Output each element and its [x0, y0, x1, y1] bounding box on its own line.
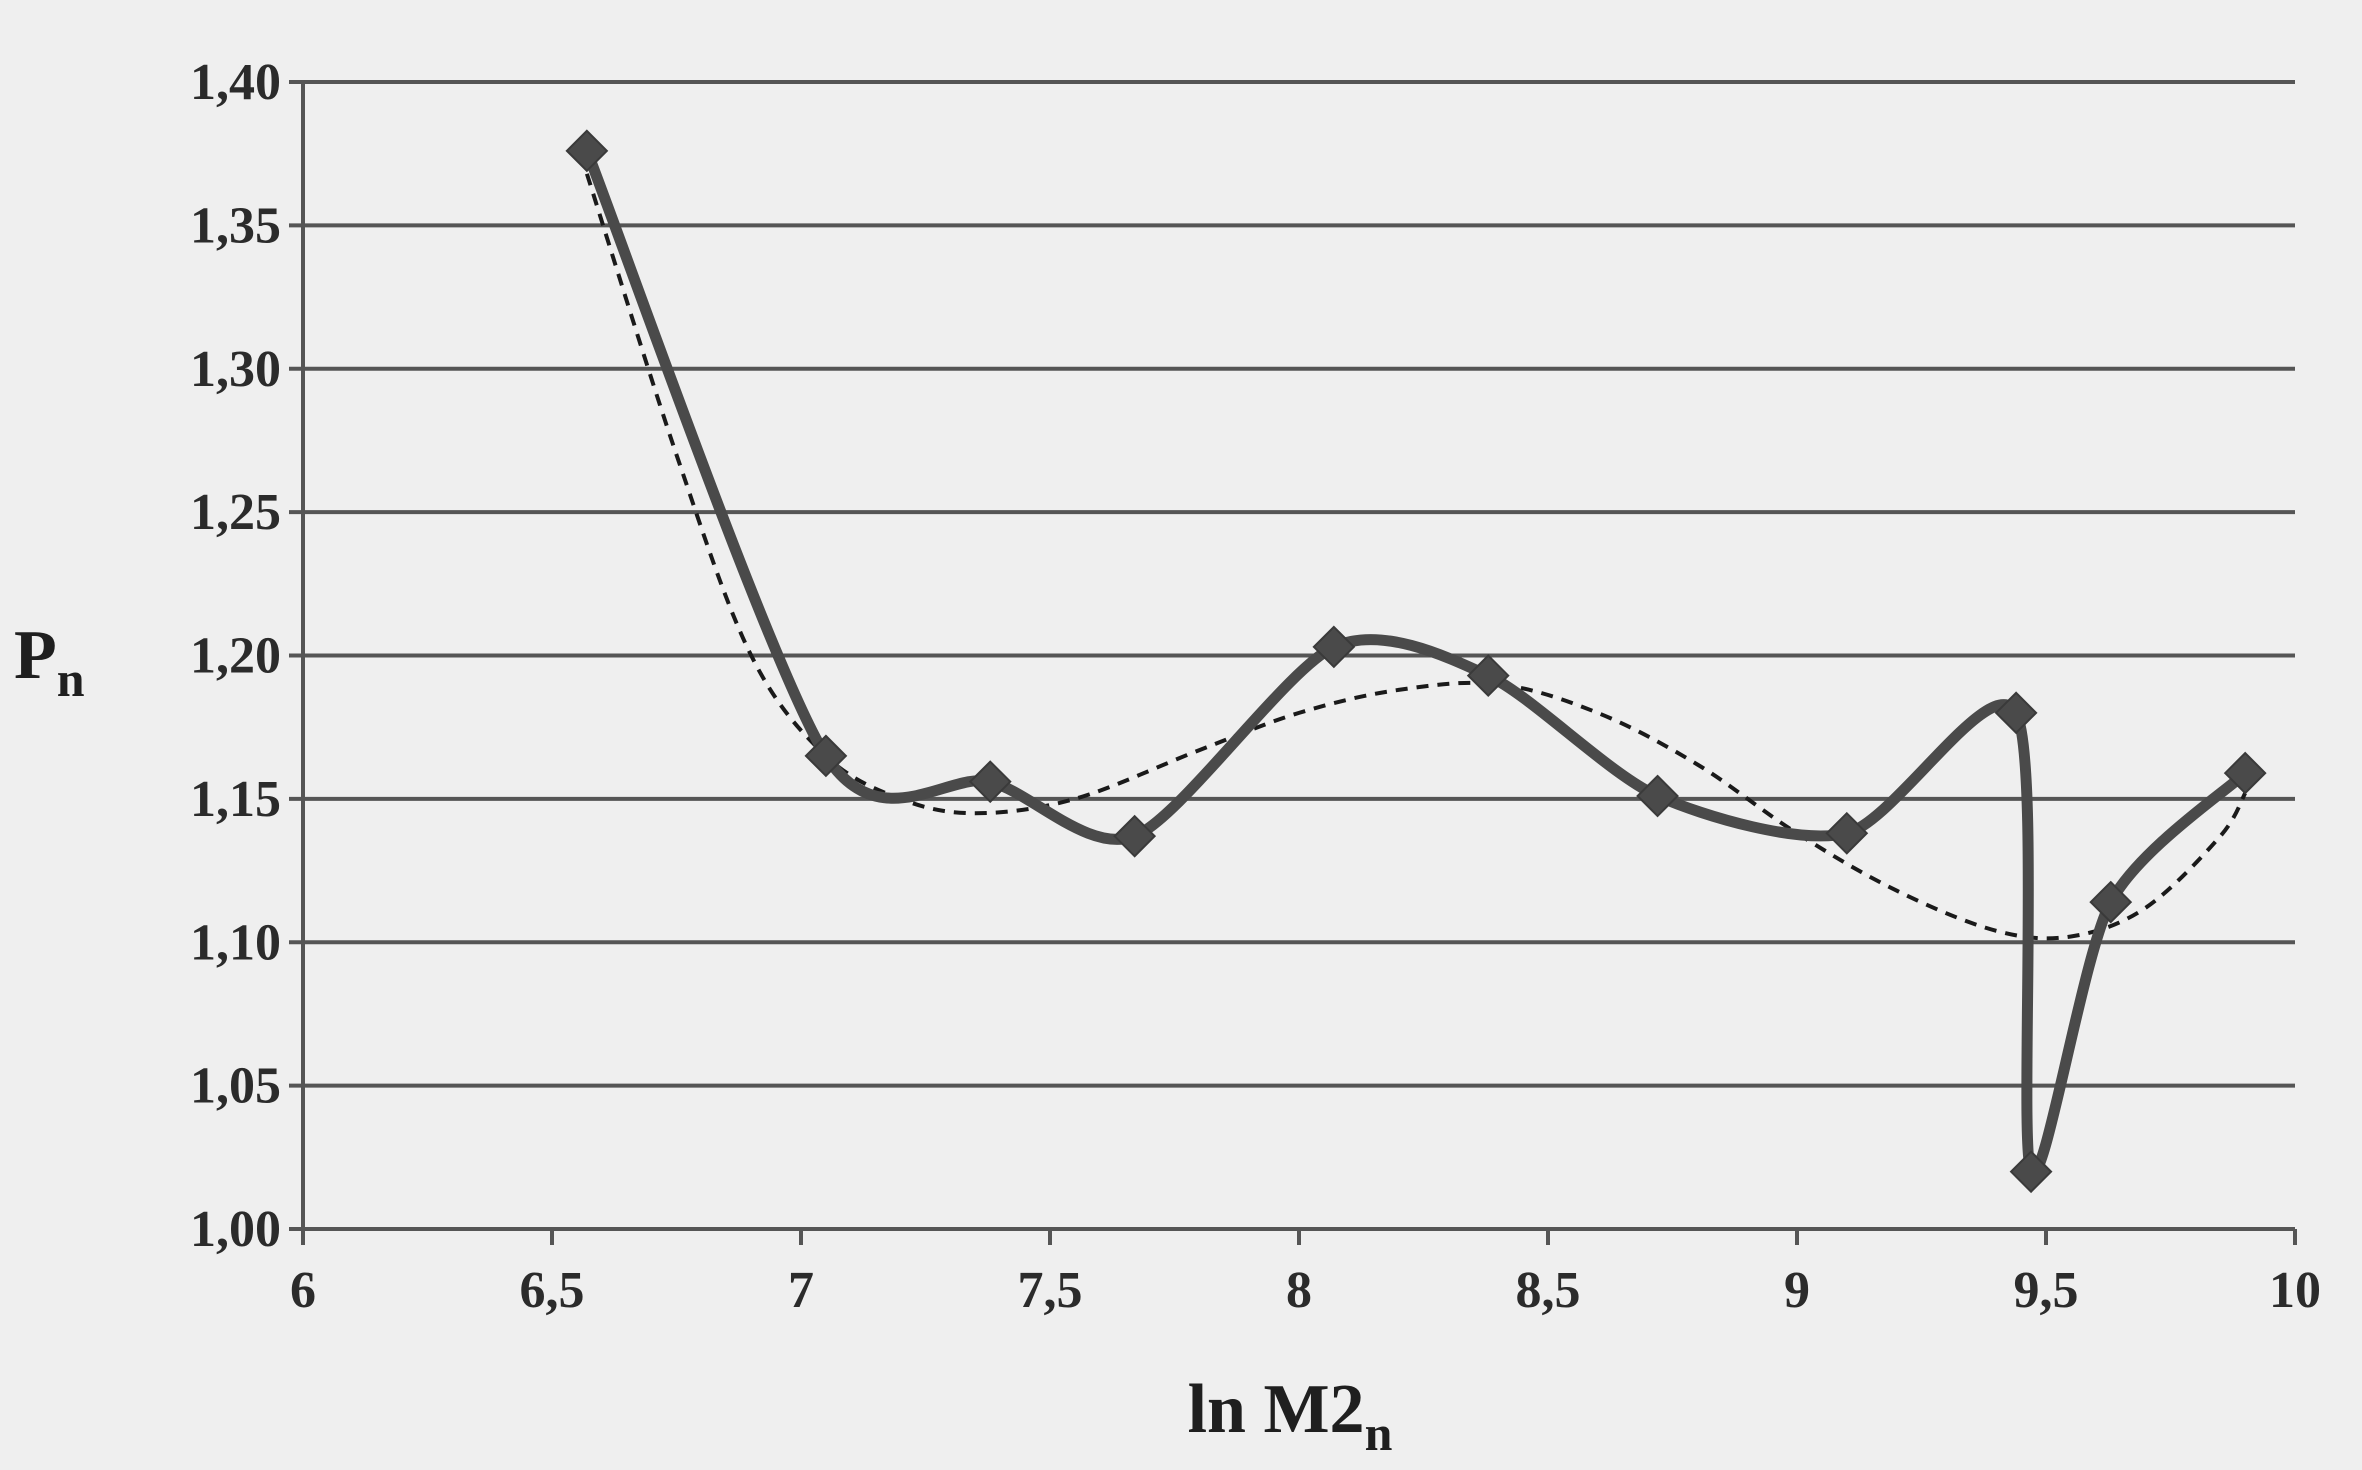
x-axis-title: ln M2n	[1188, 1371, 1393, 1461]
data-point-10	[2089, 880, 2133, 924]
data-point-8	[1994, 691, 2038, 735]
data-point-4	[1312, 625, 1356, 669]
y-tick-label: 1,10	[190, 914, 281, 971]
y-axis-title-sub: n	[57, 651, 85, 707]
data-point-2	[968, 760, 1012, 804]
x-tick-label: 7	[788, 1262, 814, 1319]
x-tick-label: 6	[290, 1262, 316, 1319]
x-tick-label: 9	[1784, 1262, 1810, 1319]
trend-line	[584, 173, 2247, 941]
axes	[289, 80, 2297, 1245]
x-tick-label: 6,5	[520, 1262, 585, 1319]
data-point-0	[565, 129, 609, 173]
x-tick-labels: 6 6,5 7 7,5 8 8,5 9 9,5 10	[290, 1262, 2321, 1319]
y-tick-label: 1,25	[190, 484, 281, 541]
data-point-1	[804, 734, 848, 778]
y-axis-title-main: P	[14, 617, 57, 694]
x-tick-label: 9,5	[2014, 1262, 2079, 1319]
data-point-6	[1636, 774, 1679, 818]
y-axis-title: Pn	[14, 617, 85, 707]
y-tick-label: 1,15	[190, 771, 281, 828]
series	[565, 129, 2267, 1194]
data-point-7	[1825, 811, 1869, 855]
data-line	[581, 145, 2251, 1179]
y-tick-label: 1,30	[190, 341, 281, 398]
grid-lines	[303, 80, 2295, 1088]
x-axis-title-main: ln M2	[1188, 1371, 1365, 1448]
x-axis-title-sub: n	[1365, 1405, 1393, 1461]
y-tick-label: 1,05	[190, 1058, 281, 1115]
x-tick-label: 8,5	[1516, 1262, 1581, 1319]
y-tick-labels: 1,00 1,05 1,10 1,15 1,20 1,25 1,30 1,35 1,40	[190, 54, 281, 1258]
y-tick-label: 1,40	[190, 54, 281, 111]
x-tick-label: 10	[2269, 1262, 2321, 1319]
data-point-3	[1113, 814, 1157, 858]
x-tick-label: 8	[1286, 1262, 1312, 1319]
y-tick-label: 1,00	[190, 1201, 281, 1258]
data-point-5	[1466, 654, 1510, 697]
x-tick-label: 7,5	[1018, 1262, 1083, 1319]
y-tick-label: 1,35	[190, 197, 281, 254]
data-point-11	[2223, 751, 2267, 795]
data-point-9	[2009, 1150, 2053, 1194]
y-tick-label: 1,20	[190, 628, 281, 685]
